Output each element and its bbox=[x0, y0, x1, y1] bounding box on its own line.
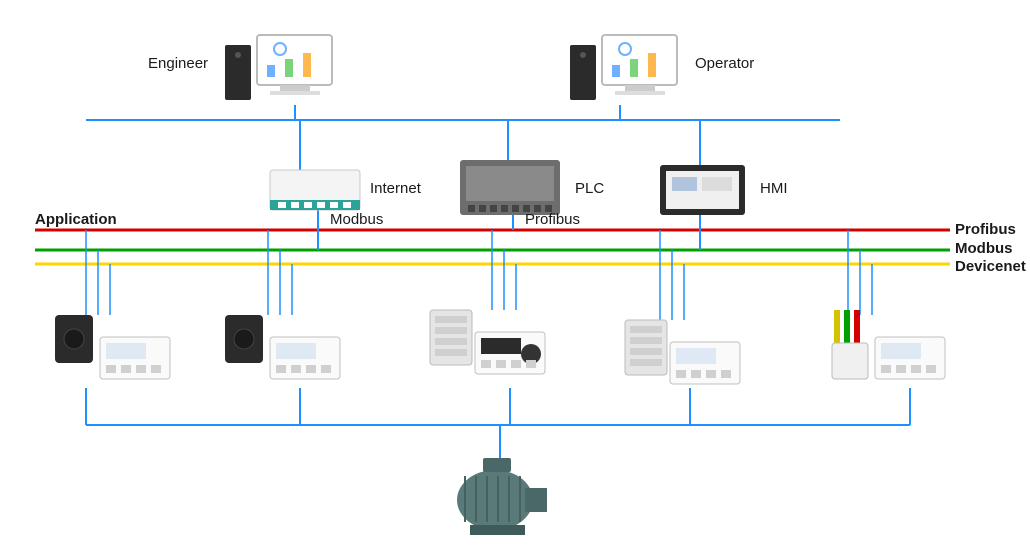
modbus-right-label: Modbus bbox=[955, 240, 1013, 257]
engineer-label: Engineer bbox=[148, 55, 208, 72]
gateway-node bbox=[270, 170, 360, 210]
profibus-mid-label: Profibus bbox=[525, 211, 580, 228]
plc-label: PLC bbox=[575, 180, 604, 197]
profibus-right-label: Profibus bbox=[955, 221, 1016, 238]
application-label: Application bbox=[35, 211, 117, 228]
devicenet-right-label: Devicenet bbox=[955, 258, 1026, 275]
plc-node bbox=[460, 160, 560, 215]
field-device-1 bbox=[55, 315, 170, 379]
operator-workstation bbox=[570, 35, 677, 100]
modbus-mid-label: Modbus bbox=[330, 211, 383, 228]
operator-label: Operator bbox=[695, 55, 754, 72]
hmi-label: HMI bbox=[760, 180, 788, 197]
field-device-3 bbox=[430, 310, 545, 374]
field-device-5 bbox=[832, 310, 945, 379]
internet-label: Internet bbox=[370, 180, 421, 197]
field-device-2 bbox=[225, 315, 340, 379]
engineer-workstation bbox=[225, 35, 332, 100]
hmi-node bbox=[660, 165, 745, 215]
motor-node bbox=[457, 458, 547, 535]
field-device-4 bbox=[625, 320, 740, 384]
